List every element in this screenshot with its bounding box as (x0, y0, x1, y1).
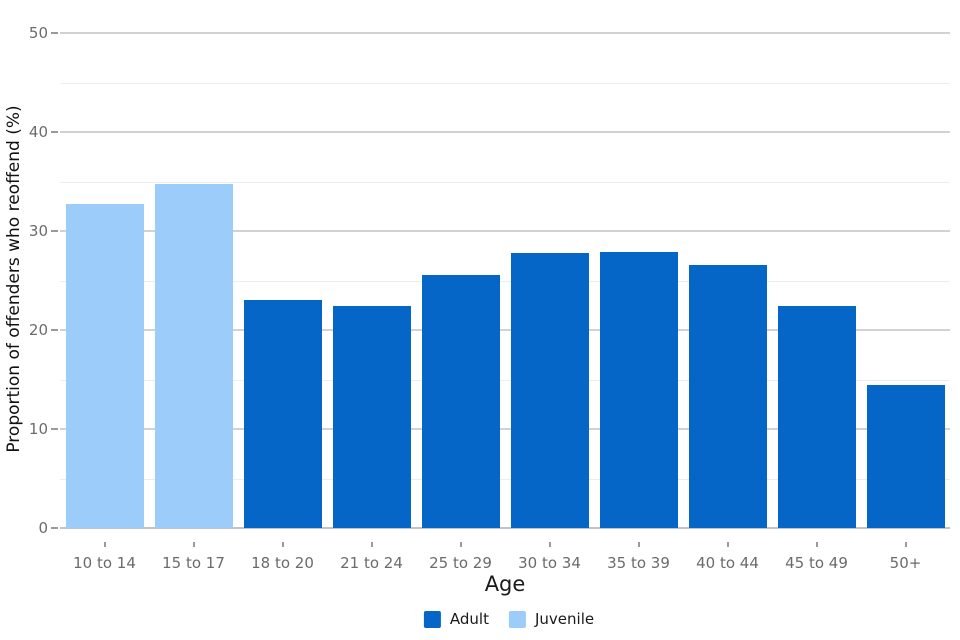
x-axis-tick-label: 10 to 14 (73, 554, 136, 572)
x-axis-tick-label: 18 to 20 (251, 554, 314, 572)
x-axis-tick (815, 542, 818, 547)
bar-adult (243, 300, 322, 528)
legend-entry-juvenile: Juvenile (508, 610, 595, 628)
x-axis-tick-label: 15 to 17 (162, 554, 225, 572)
x-axis-tick-label: 35 to 39 (607, 554, 670, 572)
legend-swatch-icon (508, 610, 526, 628)
x-axis-tick (281, 542, 284, 547)
legend: Adult Juvenile (423, 610, 595, 628)
x-axis-tick (637, 542, 640, 547)
minor-gridline (60, 478, 950, 480)
legend-swatch-icon (423, 610, 441, 628)
y-axis-tick-label: 10 (28, 420, 48, 438)
y-axis-tick (51, 527, 58, 529)
y-axis-tick-label: 20 (28, 321, 48, 339)
bar-adult (688, 264, 767, 528)
x-axis-tick (726, 542, 729, 547)
bar-adult (777, 306, 856, 528)
bar-adult (510, 252, 589, 528)
x-axis-tick-label: 40 to 44 (696, 554, 759, 572)
legend-label: Adult (449, 610, 489, 628)
major-gridline (60, 131, 950, 133)
minor-gridline (60, 181, 950, 183)
bar-adult (866, 385, 945, 528)
x-axis-tick-label: 21 to 24 (340, 554, 403, 572)
legend-entry-adult: Adult (423, 610, 489, 628)
major-gridline (60, 428, 950, 430)
y-axis-tick-label: 50 (28, 24, 48, 42)
y-axis-tick (51, 32, 58, 34)
major-gridline (60, 527, 950, 529)
y-axis-tick-label: 30 (28, 222, 48, 240)
x-axis-tick (103, 542, 106, 547)
legend-label: Juvenile (534, 610, 595, 628)
x-axis-tick (904, 542, 907, 547)
bar-juvenile (65, 204, 144, 528)
major-gridline (60, 32, 950, 34)
minor-gridline (60, 379, 950, 381)
major-gridline (60, 230, 950, 232)
x-axis-title: Age (484, 572, 526, 596)
y-axis-tick (51, 428, 58, 430)
x-axis-tick (459, 542, 462, 547)
y-axis-tick-label: 0 (38, 519, 48, 537)
major-gridline (60, 329, 950, 331)
x-axis-tick (192, 542, 195, 547)
x-axis-tick-label: 25 to 29 (429, 554, 492, 572)
y-axis-tick (51, 329, 58, 331)
x-axis-tick-label: 45 to 49 (785, 554, 848, 572)
bar-adult (332, 306, 411, 528)
bar-juvenile (154, 184, 233, 528)
x-axis-tick-label: 30 to 34 (518, 554, 581, 572)
x-axis-tick-label: 50+ (889, 554, 922, 572)
minor-gridline (60, 280, 950, 282)
y-axis-tick (51, 230, 58, 232)
y-axis-tick-label: 40 (28, 123, 48, 141)
y-axis-tick (51, 131, 58, 133)
x-axis-tick (548, 542, 551, 547)
bar-adult (599, 251, 678, 528)
x-axis-tick (370, 542, 373, 547)
minor-gridline (60, 82, 950, 84)
bar-adult (421, 274, 500, 528)
